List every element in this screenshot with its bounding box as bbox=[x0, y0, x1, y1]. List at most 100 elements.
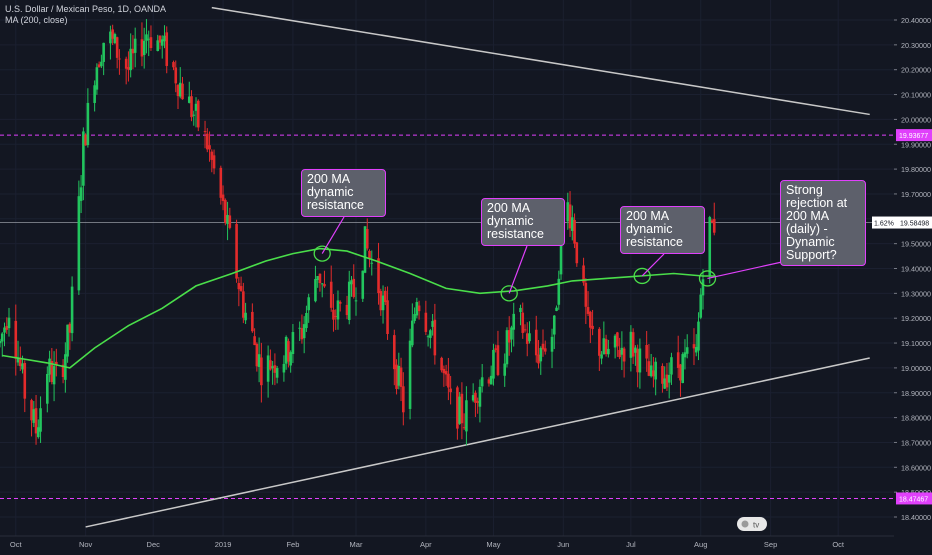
candle-body bbox=[636, 349, 639, 373]
time-tick-label: Apr bbox=[420, 540, 432, 549]
candle-body bbox=[300, 328, 304, 340]
candle-body bbox=[100, 61, 103, 67]
candle-body bbox=[18, 358, 22, 367]
time-axis[interactable]: Oct Nov Dec 2019 Feb Mar Apr May Jun Jul Aug Sep Oct bbox=[0, 535, 894, 549]
indicator-title[interactable]: MA (200, close) bbox=[5, 15, 68, 25]
candle-body bbox=[174, 67, 178, 84]
candle-body bbox=[568, 204, 572, 229]
candle-body bbox=[534, 329, 538, 356]
touch-circles[interactable] bbox=[313, 245, 717, 302]
candle-body bbox=[271, 366, 274, 369]
price-tick-label: 18.80000 bbox=[901, 414, 931, 423]
time-tick-label: Dec bbox=[147, 540, 161, 549]
candle-body bbox=[512, 313, 516, 330]
candle-body bbox=[710, 220, 714, 223]
price-tick-label: 20.20000 bbox=[901, 66, 931, 75]
touch-circle[interactable] bbox=[500, 285, 518, 302]
candle-body bbox=[591, 325, 594, 330]
candle-body bbox=[460, 393, 464, 424]
candle-body bbox=[226, 214, 229, 225]
candle-body bbox=[539, 348, 543, 362]
candle-body bbox=[456, 387, 459, 429]
trendline[interactable] bbox=[211, 6, 870, 116]
candle-body bbox=[70, 286, 74, 334]
candle-body bbox=[160, 39, 164, 46]
candle-body bbox=[555, 307, 558, 311]
callout-jul[interactable]: 200 MA dynamic resistance bbox=[620, 206, 705, 254]
candle-body bbox=[489, 375, 493, 385]
candle-body bbox=[552, 315, 556, 335]
candle-body bbox=[654, 361, 657, 380]
candle-body bbox=[584, 282, 588, 307]
candle-body bbox=[440, 357, 443, 371]
touch-circle[interactable] bbox=[313, 245, 331, 262]
candle-body bbox=[253, 336, 256, 346]
candle-body bbox=[381, 295, 385, 311]
touch-circle[interactable] bbox=[633, 267, 651, 285]
candle-body bbox=[14, 320, 18, 359]
candle-body bbox=[205, 133, 209, 150]
candle-body bbox=[131, 48, 135, 54]
candle-body bbox=[118, 58, 121, 60]
candle-body bbox=[16, 357, 20, 363]
candle-body bbox=[399, 367, 403, 387]
candle-body bbox=[616, 332, 619, 347]
callout-aug[interactable]: Strong rejection at 200 MA (daily) - Dyn… bbox=[780, 180, 866, 266]
candle-body bbox=[629, 331, 633, 358]
candle-body bbox=[480, 377, 484, 387]
candle-body bbox=[350, 280, 353, 285]
candle-body bbox=[503, 363, 507, 376]
touch-circle[interactable] bbox=[698, 270, 717, 287]
callout-may-text: 200 MA dynamic resistance bbox=[487, 201, 544, 241]
candle-body bbox=[604, 339, 608, 355]
symbol-title[interactable]: U.S. Dollar / Mexican Peso, 1D, OANDA bbox=[5, 4, 167, 14]
candle-body bbox=[316, 276, 319, 281]
candle-body bbox=[354, 300, 358, 302]
logo-badge bbox=[737, 517, 767, 531]
candle-body bbox=[97, 64, 101, 68]
candle-body bbox=[345, 304, 349, 316]
candle-body bbox=[634, 347, 637, 353]
candle-body bbox=[429, 330, 432, 338]
tradingview-logo[interactable]: tv bbox=[737, 517, 767, 531]
current-price-tag[interactable] bbox=[872, 216, 932, 229]
candle-body bbox=[458, 396, 461, 424]
candle-body bbox=[86, 102, 90, 146]
candle-body bbox=[699, 294, 703, 318]
candle-body bbox=[142, 40, 146, 55]
candle-body bbox=[52, 366, 56, 385]
candle-body bbox=[476, 401, 479, 403]
price-axis[interactable]: 20.40000 20.30000 20.20000 20.10000 20.00000… bbox=[872, 0, 932, 550]
time-tick-label: Sep bbox=[764, 540, 777, 549]
price-tick-label: 18.70000 bbox=[901, 438, 931, 447]
candle-body bbox=[275, 368, 279, 378]
trendlines[interactable] bbox=[85, 6, 870, 528]
callout-may[interactable]: 200 MA dynamic resistance bbox=[481, 198, 565, 246]
candle-body bbox=[93, 85, 96, 103]
callout-feb[interactable]: 200 MA dynamic resistance bbox=[301, 169, 386, 217]
logo-dot-icon bbox=[741, 520, 749, 528]
candle-body bbox=[462, 427, 466, 429]
time-tick-label: Oct bbox=[832, 540, 845, 549]
candle-body bbox=[670, 357, 673, 375]
time-tick-label: Jul bbox=[626, 540, 636, 549]
candle-body bbox=[318, 273, 322, 284]
candle-body bbox=[156, 40, 160, 51]
callout-aug-text: Strong rejection at 200 MA (daily) - Dyn… bbox=[786, 183, 848, 262]
price-tick-label: 19.10000 bbox=[901, 339, 931, 348]
candle-body bbox=[681, 354, 685, 383]
candle-body bbox=[442, 368, 446, 374]
candle-body bbox=[284, 336, 288, 364]
price-tick-label: 19.80000 bbox=[901, 165, 931, 174]
time-tick-label: Aug bbox=[694, 540, 707, 549]
candle-body bbox=[84, 134, 87, 146]
candle-body bbox=[163, 35, 166, 42]
trendline[interactable] bbox=[85, 357, 870, 528]
level-price-tag[interactable] bbox=[896, 492, 932, 505]
candle-body bbox=[408, 340, 412, 409]
chart-legend: U.S. Dollar / Mexican Peso, 1D, OANDA MA… bbox=[5, 4, 166, 26]
level-price-tag[interactable] bbox=[896, 129, 932, 142]
candle-body bbox=[95, 67, 99, 90]
